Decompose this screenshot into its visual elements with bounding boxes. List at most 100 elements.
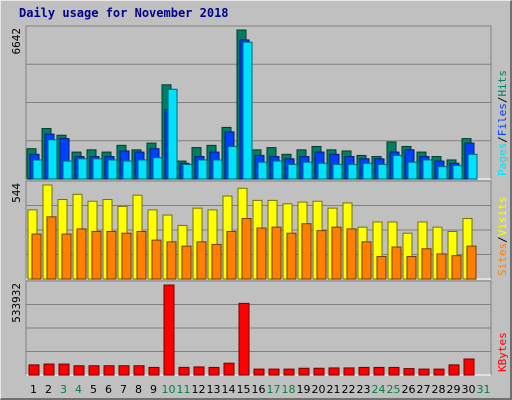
x-tick-day-31: 31 (477, 383, 491, 396)
bar-sites-day-2 (46, 216, 57, 280)
bar-pages-day-11 (182, 163, 193, 180)
x-tick-day-6: 6 (105, 383, 112, 396)
panel-top-max-label: 6642 (10, 28, 23, 55)
bar-kbytes-day-30 (463, 358, 475, 376)
x-tick-day-12: 12 (192, 383, 206, 396)
bar-kbytes-day-24 (373, 366, 385, 376)
bar-sites-day-1 (31, 233, 42, 280)
bar-sites-day-11 (181, 245, 192, 280)
bar-pages-day-4 (77, 158, 88, 180)
bar-pages-day-5 (92, 158, 103, 180)
bar-sites-day-3 (61, 233, 72, 280)
x-tick-day-4: 4 (75, 383, 82, 396)
bar-pages-day-1 (32, 159, 43, 180)
bar-pages-day-3 (62, 160, 73, 180)
bar-pages-day-9 (152, 157, 163, 180)
bar-pages-day-29 (452, 165, 463, 180)
bar-sites-day-8 (136, 230, 147, 280)
x-tick-day-23: 23 (357, 383, 371, 396)
bar-pages-day-6 (107, 159, 118, 180)
bar-sites-day-27 (421, 248, 432, 280)
bar-pages-day-22 (347, 163, 358, 180)
x-tick-day-5: 5 (90, 383, 97, 396)
bar-pages-day-26 (407, 161, 418, 180)
x-tick-day-15: 15 (237, 383, 251, 396)
bar-sites-day-20 (316, 230, 327, 280)
x-tick-day-29: 29 (447, 383, 461, 396)
bar-sites-day-6 (106, 230, 117, 280)
x-tick-day-30: 30 (462, 383, 476, 396)
bar-sites-day-30 (466, 245, 477, 280)
x-tick-day-16: 16 (252, 383, 266, 396)
bar-pages-day-14 (227, 145, 238, 180)
bar-pages-day-13 (212, 159, 223, 180)
bar-kbytes-day-10 (163, 284, 175, 376)
bar-sites-day-10 (166, 241, 177, 280)
bar-sites-day-22 (346, 228, 357, 280)
bar-kbytes-day-29 (448, 364, 460, 376)
bar-pages-day-12 (197, 159, 208, 180)
bar-pages-day-24 (377, 163, 388, 180)
bar-sites-day-29 (451, 255, 462, 280)
bar-pages-day-17 (272, 160, 283, 180)
x-tick-day-18: 18 (282, 383, 296, 396)
bar-kbytes-day-7 (118, 365, 130, 376)
bar-kbytes-day-16 (253, 368, 265, 376)
bar-pages-day-7 (122, 160, 133, 180)
bar-pages-day-23 (362, 162, 373, 180)
bar-sites-day-21 (331, 226, 342, 280)
bar-kbytes-day-5 (88, 365, 100, 376)
bar-kbytes-day-9 (148, 366, 160, 376)
bar-sites-day-14 (226, 230, 237, 280)
bar-sites-day-24 (376, 256, 387, 280)
x-tick-day-8: 8 (135, 383, 142, 396)
bar-sites-day-5 (91, 230, 102, 280)
bar-kbytes-day-21 (328, 367, 340, 376)
x-tick-day-25: 25 (387, 383, 401, 396)
legend-visits: Visits (496, 197, 509, 237)
bar-sites-day-18 (286, 232, 297, 280)
x-tick-day-11: 11 (177, 383, 191, 396)
bar-kbytes-day-3 (58, 363, 70, 376)
legend-kbytes: KBytes (496, 332, 509, 372)
bar-kbytes-day-18 (283, 368, 295, 376)
x-tick-day-9: 9 (150, 383, 157, 396)
bar-sites-day-25 (391, 246, 402, 280)
x-tick-day-3: 3 (60, 383, 67, 396)
x-tick-day-13: 13 (207, 383, 221, 396)
bar-pages-day-19 (302, 161, 313, 180)
bar-sites-day-12 (196, 241, 207, 280)
bar-kbytes-day-13 (208, 366, 220, 376)
legend-separator: / (496, 97, 509, 104)
bar-kbytes-day-17 (268, 368, 280, 376)
bar-pages-day-8 (137, 159, 148, 180)
bar-kbytes-day-20 (313, 367, 325, 376)
x-tick-day-10: 10 (162, 383, 176, 396)
bar-sites-day-28 (436, 253, 447, 280)
x-tick-day-14: 14 (222, 383, 236, 396)
bar-kbytes-day-11 (178, 366, 190, 376)
bar-sites-day-4 (76, 228, 87, 280)
bar-kbytes-day-22 (343, 367, 355, 376)
bar-pages-day-16 (257, 161, 268, 180)
bar-kbytes-day-27 (418, 368, 430, 376)
x-tick-day-24: 24 (372, 383, 386, 396)
bar-kbytes-day-14 (223, 362, 235, 376)
bar-sites-day-15 (241, 218, 252, 280)
bar-pages-day-10 (167, 88, 178, 180)
bar-pages-day-27 (422, 159, 433, 180)
bar-kbytes-day-4 (73, 365, 85, 376)
bar-sites-day-17 (271, 226, 282, 280)
bar-pages-day-25 (392, 154, 403, 180)
bar-kbytes-day-6 (103, 365, 115, 376)
bar-sites-day-26 (406, 256, 417, 280)
legend-hits: Hits (496, 70, 509, 97)
x-tick-day-17: 17 (267, 383, 281, 396)
chart-title: Daily usage for November 2018 (19, 6, 229, 20)
bar-pages-day-28 (437, 166, 448, 180)
panel-middle-max-label: 544 (10, 183, 23, 203)
panel-bottom-max-label: 533932 (10, 283, 23, 323)
x-tick-day-28: 28 (432, 383, 446, 396)
